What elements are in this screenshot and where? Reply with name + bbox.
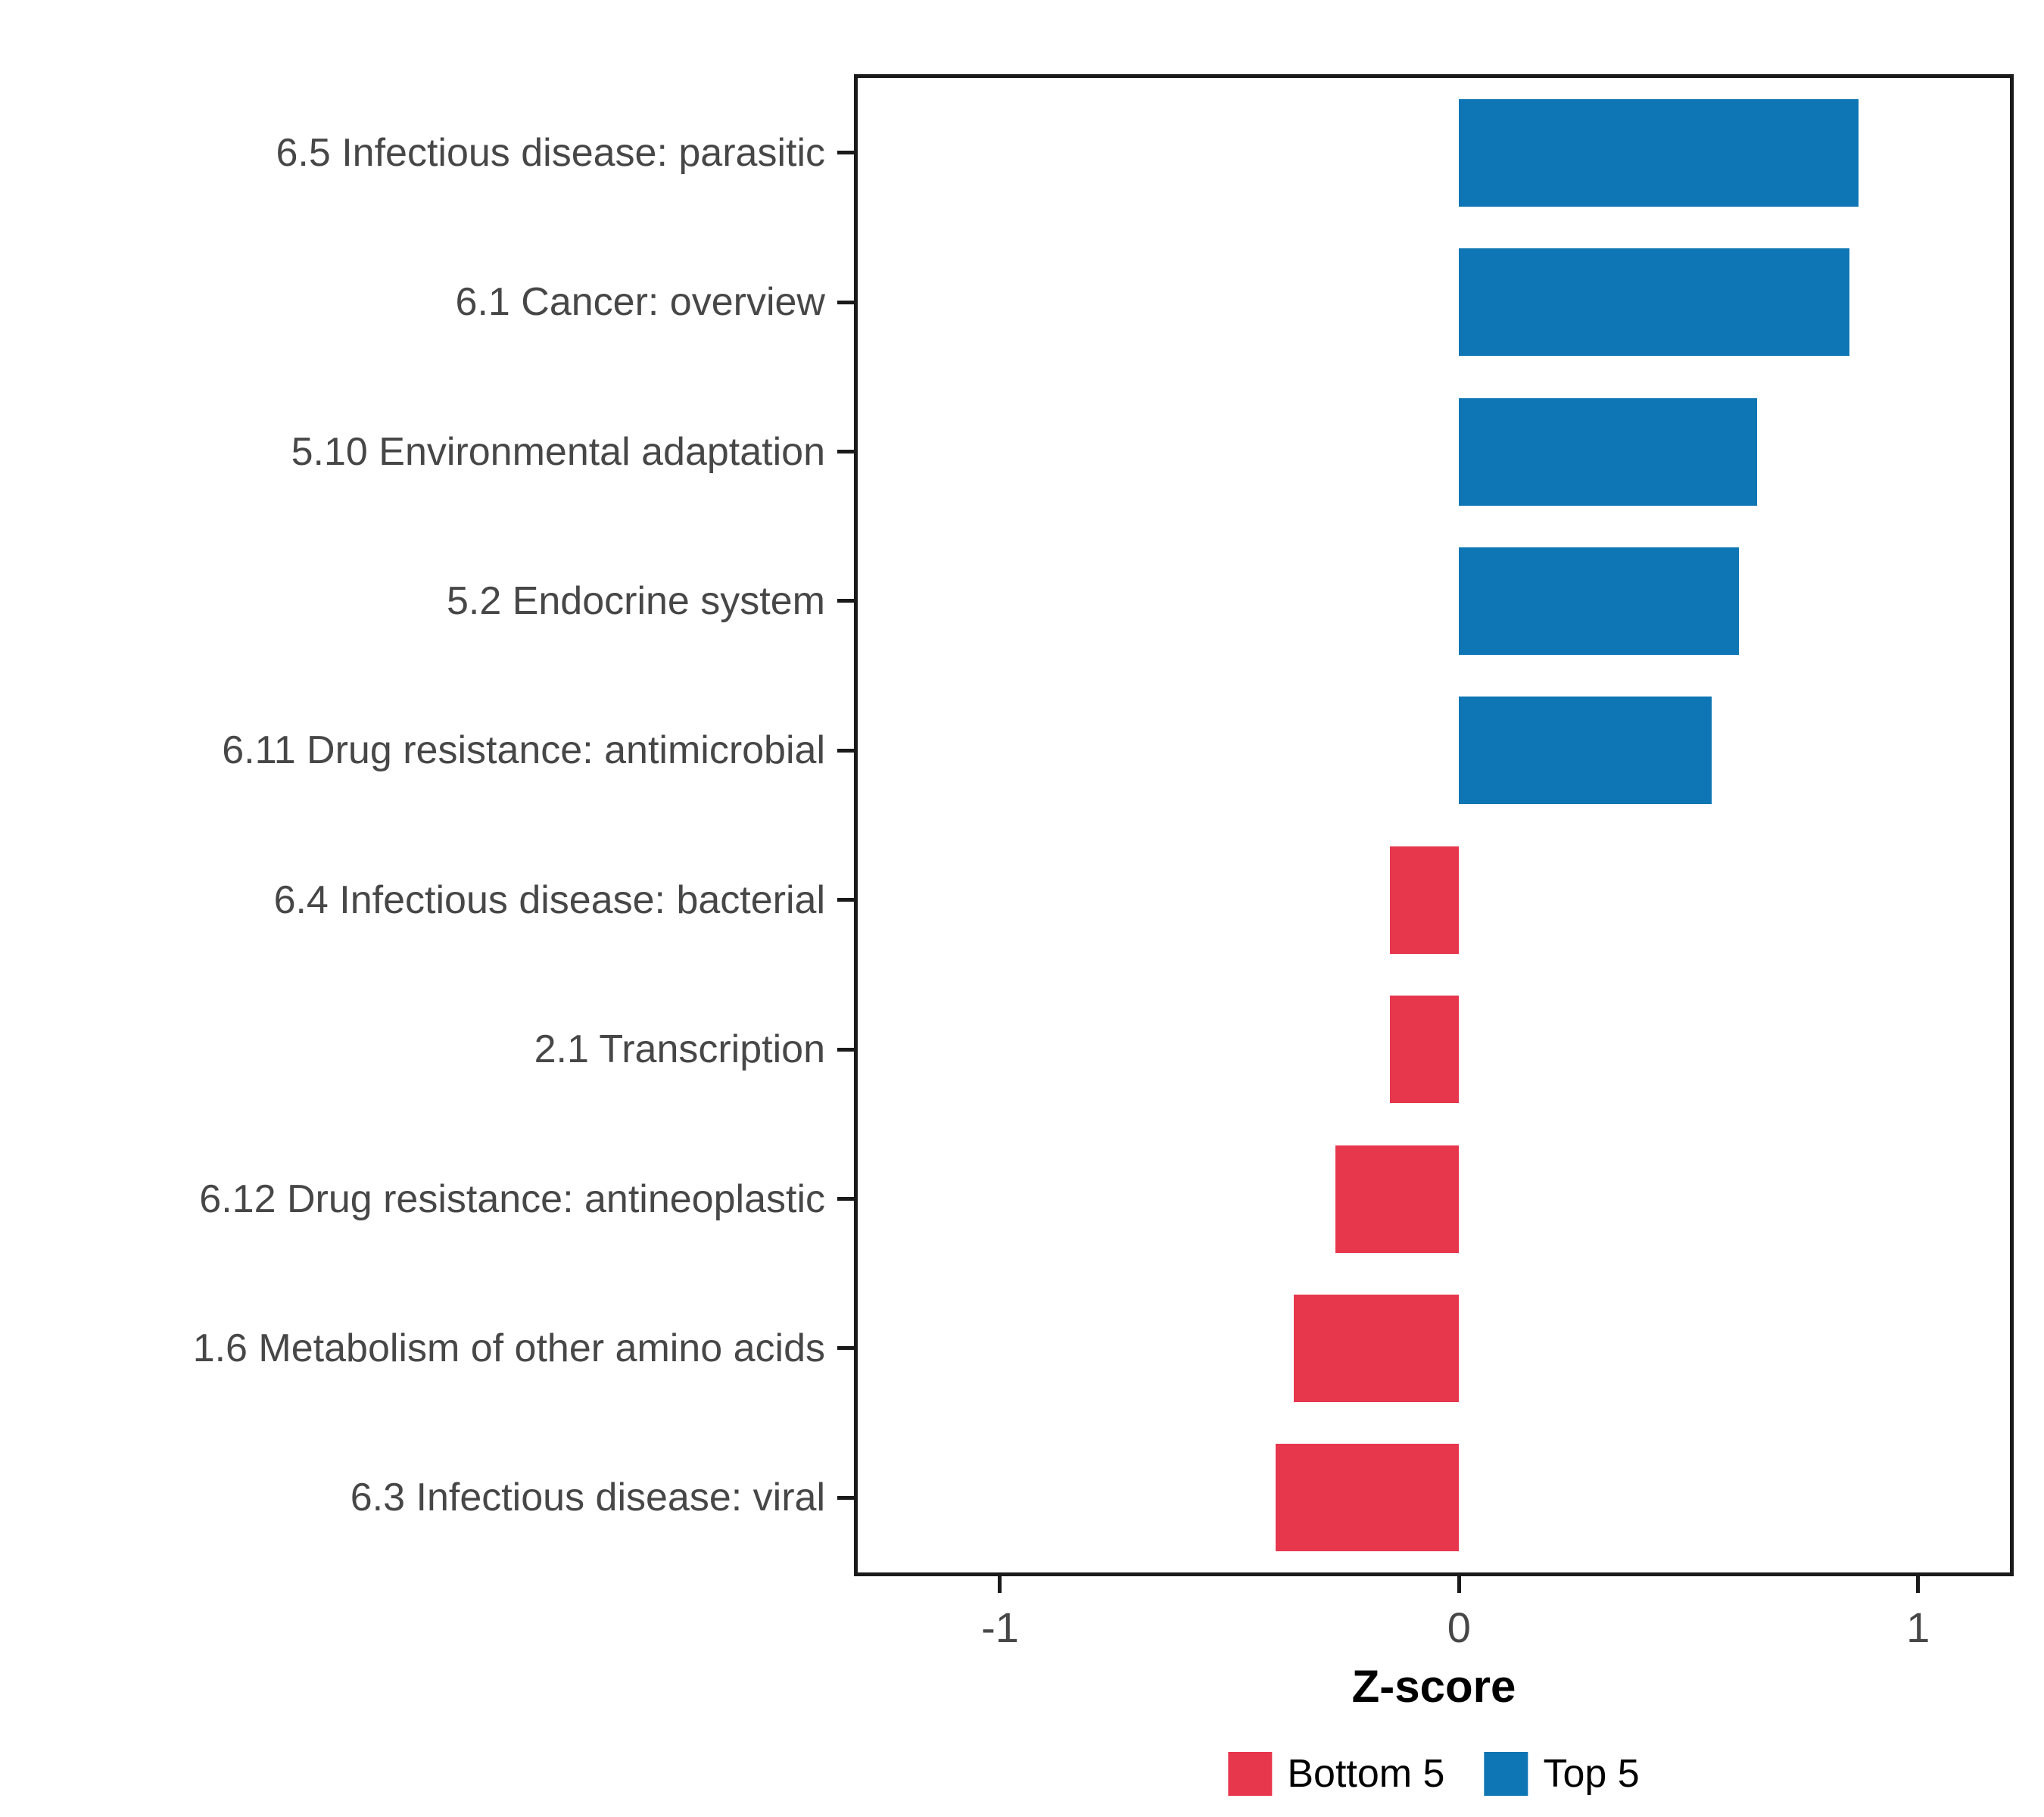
- legend-swatch: [1228, 1752, 1273, 1796]
- x-tick: [1457, 1576, 1461, 1593]
- y-tick: [837, 1047, 854, 1052]
- category-label: 1.6 Metabolism of other amino acids: [192, 1326, 825, 1370]
- y-tick: [837, 599, 854, 603]
- category-label: 6.4 Infectious disease: bacterial: [273, 877, 825, 922]
- category-label: 6.12 Drug resistance: antineoplastic: [199, 1177, 825, 1221]
- x-tick: [998, 1576, 1002, 1593]
- y-tick: [837, 450, 854, 453]
- category-label: 6.3 Infectious disease: viral: [350, 1476, 825, 1520]
- x-tick-label: 1: [1906, 1604, 1930, 1651]
- plot-panel: [854, 74, 2014, 1576]
- x-tick-label: -1: [981, 1604, 1019, 1651]
- y-tick: [837, 151, 854, 155]
- legend-swatch: [1484, 1752, 1528, 1796]
- legend-item: Bottom 5: [1228, 1752, 1444, 1796]
- bar: [1459, 547, 1740, 655]
- bar: [1335, 1145, 1460, 1253]
- bar: [1459, 98, 1859, 207]
- bar: [1275, 1444, 1460, 1552]
- legend: Bottom 5 Top 5: [1228, 1752, 1640, 1796]
- bar: [1294, 1294, 1460, 1402]
- bar: [1459, 697, 1712, 805]
- bar: [1459, 397, 1758, 506]
- category-label: 6.5 Infectious disease: parasitic: [276, 130, 825, 175]
- category-label: 5.10 Environmental adaptation: [291, 429, 825, 474]
- x-tick: [1916, 1576, 1921, 1593]
- legend-item: Top 5: [1484, 1752, 1640, 1796]
- y-tick: [837, 1346, 854, 1351]
- bar: [1459, 248, 1849, 357]
- category-label: 2.1 Transcription: [534, 1027, 825, 1072]
- y-tick: [837, 898, 854, 902]
- legend-label: Top 5: [1543, 1752, 1640, 1796]
- y-tick: [837, 1197, 854, 1201]
- bar: [1390, 996, 1460, 1104]
- x-axis-title: Z-score: [1351, 1661, 1516, 1712]
- category-label: 5.2 Endocrine system: [446, 578, 825, 623]
- category-label: 6.11 Drug resistance: antimicrobial: [222, 728, 825, 773]
- bar: [1390, 846, 1460, 954]
- category-label: 6.1 Cancer: overview: [455, 280, 825, 325]
- legend-label: Bottom 5: [1287, 1752, 1445, 1796]
- y-tick: [837, 300, 854, 304]
- y-tick: [837, 1495, 854, 1500]
- x-tick-label: 0: [1447, 1604, 1471, 1651]
- y-tick: [837, 748, 854, 753]
